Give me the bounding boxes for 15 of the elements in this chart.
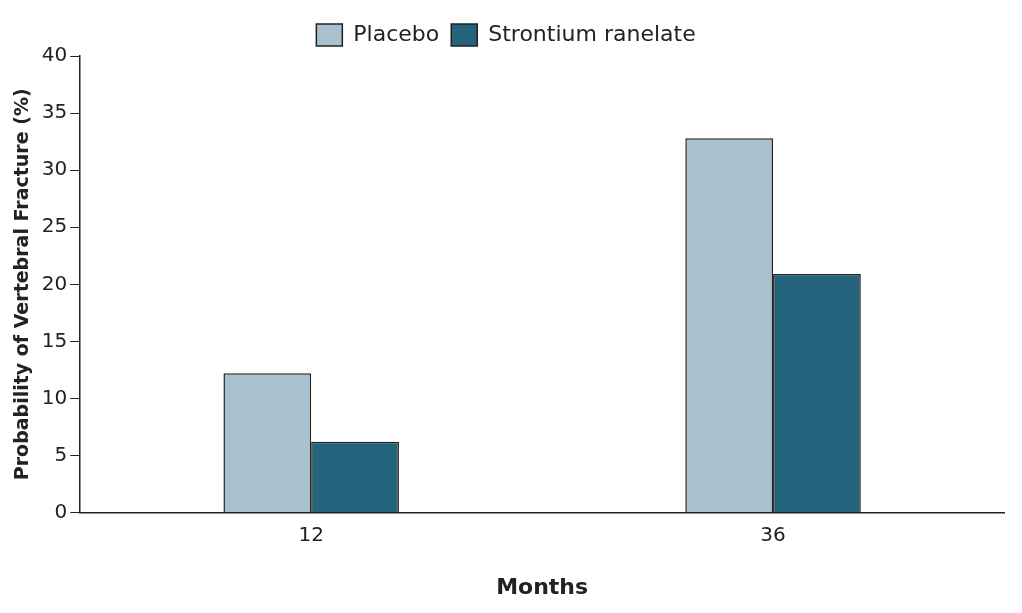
y-tick-label: 5	[54, 441, 68, 466]
y-tick-label: 10	[41, 384, 68, 409]
legend-label: Strontium ranelate	[488, 20, 696, 46]
y-axis-title: Probability of Vertebral Fracture (%)	[10, 88, 33, 481]
y-tick-label: 0	[54, 498, 68, 523]
y-tick-label: 35	[41, 99, 68, 124]
x-axis-title: Months	[496, 573, 589, 599]
legend-label: Placebo	[353, 20, 440, 46]
y-tick-label: 40	[41, 42, 68, 67]
x-tick-label: 12	[298, 521, 324, 546]
y-tick-label: 20	[41, 270, 68, 295]
x-tick-label: 36	[760, 521, 786, 546]
y-tick-label: 25	[41, 213, 68, 238]
y-tick-label: 15	[41, 327, 68, 352]
y-tick-label: 30	[41, 156, 68, 181]
